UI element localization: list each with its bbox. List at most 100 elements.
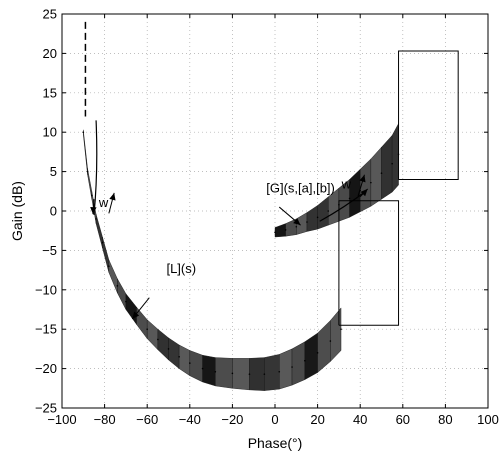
series-1-point: [248, 373, 251, 375]
left-branch-direction-arrow-head: [90, 206, 97, 215]
series-1-point: [340, 328, 342, 331]
series-1-point: [157, 338, 159, 341]
g-label-leader-head: [293, 218, 301, 226]
y-tick-label: 0: [50, 204, 57, 219]
series-1-band-segment: [249, 357, 265, 391]
x-tick-label: 100: [477, 412, 499, 427]
annotation-label: w: [341, 177, 352, 192]
y-tick-label: 25: [43, 7, 57, 22]
annotation-label: w: [98, 195, 109, 210]
series-1-band-segment: [108, 259, 118, 294]
series-1-point: [167, 348, 170, 350]
series-1-band-segment: [117, 278, 127, 310]
series-1-point: [146, 328, 148, 331]
series-1-band-segment: [83, 129, 88, 175]
y-axis-label: Gain (dB): [9, 181, 25, 241]
series-1-band-segment: [202, 354, 216, 387]
y-tick-label: −20: [35, 361, 57, 376]
series-1-band-segment: [304, 332, 318, 380]
series-1-point: [214, 370, 217, 373]
annotation-label: [L](s): [166, 261, 196, 276]
x-tick-label: −40: [179, 412, 201, 427]
series-1-band-segment: [168, 337, 180, 370]
series-2-band-segment: [306, 205, 318, 232]
x-axis-label: Phase(°): [248, 435, 303, 451]
left-w-arrow-head: [109, 192, 116, 201]
series-1-point: [278, 370, 281, 373]
series-1-point: [201, 367, 204, 370]
series-1-point: [95, 218, 97, 220]
x-tick-label: 40: [353, 412, 367, 427]
series-1-point: [91, 194, 93, 197]
series-1-point: [125, 300, 127, 303]
series-1-point: [86, 170, 89, 173]
series-2-band-segment: [360, 158, 372, 213]
left-branch-direction-curve: [93, 120, 98, 215]
series-1-band-segment: [157, 328, 169, 361]
series-1-band-segment: [264, 354, 280, 391]
annotation-layer: [L](s) [G](s,[a],[b]) w w: [90, 120, 369, 320]
series-1-point: [329, 340, 332, 342]
series-1-band-segment: [232, 358, 250, 391]
y-tick-label: 20: [43, 46, 57, 61]
series-1-band-segment: [215, 357, 233, 389]
right-branch-direction-arrow-head: [360, 188, 368, 197]
series-1-band-segment: [317, 320, 331, 373]
x-tick-label: −60: [136, 412, 158, 427]
x-tick-label: 60: [396, 412, 410, 427]
series-2-point: [316, 216, 319, 219]
series-2-band-segment: [391, 123, 399, 193]
series-1-band-segment: [189, 350, 203, 383]
series-1-band-segment: [279, 348, 293, 390]
series-1-point: [291, 366, 293, 368]
series-1-point: [82, 131, 85, 133]
y-tick-label: −15: [35, 322, 57, 337]
series-1-point: [189, 362, 191, 364]
series-2-point: [348, 197, 351, 200]
grid-layer: [61, 13, 489, 409]
y-tick-label: 10: [43, 125, 57, 140]
x-tick-label: −80: [94, 412, 116, 427]
series-2-point: [306, 221, 308, 223]
x-tick-label: −100: [47, 412, 76, 427]
tick-layer: −100 −80 −60 −40 −20 0 20 40 60 80 100−25−20−15−10…: [35, 7, 499, 428]
l-label-leader-head: [132, 311, 140, 319]
annotation-label: [G](s,[a],[b]): [266, 181, 335, 196]
series-2-point: [274, 231, 276, 234]
series-2-point: [327, 210, 330, 212]
series-2-point: [284, 229, 287, 231]
right-w-arrow-head: [359, 174, 366, 183]
series-2-band-segment: [317, 196, 329, 230]
y-tick-label: −5: [42, 243, 57, 258]
series-1-point: [231, 372, 234, 375]
series-layer: [82, 21, 459, 391]
series-1-band-segment: [330, 307, 342, 363]
series-1-point: [316, 352, 319, 354]
series-2-band-segment: [370, 146, 382, 207]
series-1-band-segment: [87, 168, 93, 200]
y-tick-label: −25: [35, 401, 57, 416]
series-2-point: [380, 172, 383, 174]
series-1-point: [304, 359, 306, 362]
series-1-band-segment: [102, 236, 110, 273]
series-1-band-segment: [178, 344, 191, 377]
series-1-point: [263, 373, 266, 375]
series-1-point: [116, 285, 119, 287]
series-1-point: [108, 265, 110, 267]
series-4-uncertainty-box: [338, 200, 400, 326]
x-tick-label: −20: [221, 412, 243, 427]
y-tick-label: −10: [35, 282, 57, 297]
series-2-point: [295, 225, 298, 228]
series-1-band-segment: [125, 293, 137, 326]
x-tick-label: 80: [438, 412, 452, 427]
series-2-point: [370, 181, 372, 184]
series-1-point: [101, 241, 104, 244]
x-tick-label: 0: [271, 412, 278, 427]
y-tick-label: 15: [43, 85, 57, 100]
series-1-point: [178, 355, 180, 358]
series-1-band-segment: [146, 319, 159, 351]
series-1-band-segment: [95, 214, 103, 249]
series-2-band-segment: [274, 223, 286, 238]
y-tick-label: 5: [50, 164, 57, 179]
